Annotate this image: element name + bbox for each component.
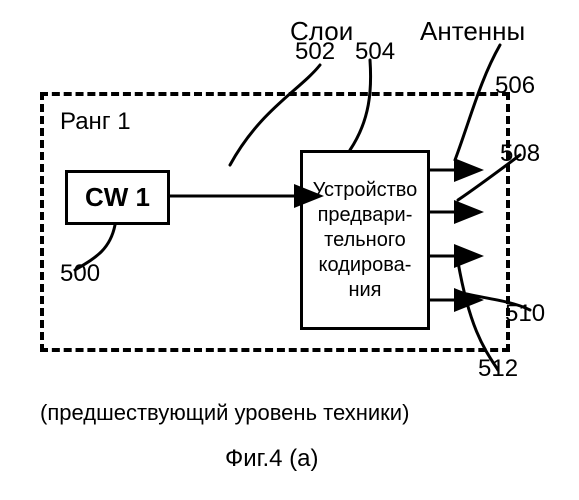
arrows-group bbox=[170, 170, 460, 300]
callout-500: 500 bbox=[60, 260, 100, 288]
callout-512: 512 bbox=[478, 355, 518, 383]
figure-caption: Фиг.4 (а) bbox=[225, 445, 319, 473]
callout-curves-group bbox=[75, 45, 530, 370]
callout-510: 510 bbox=[505, 300, 545, 328]
prior-art-caption: (предшествующий уровень техники) bbox=[40, 400, 409, 426]
callout-508: 508 bbox=[500, 140, 540, 168]
callout-506: 506 bbox=[495, 72, 535, 100]
diagram-stage: CW 1 Устройство предвари- тельного кодир… bbox=[0, 0, 579, 500]
callout-504: 504 bbox=[355, 38, 395, 66]
callout-502: 502 bbox=[295, 38, 335, 66]
